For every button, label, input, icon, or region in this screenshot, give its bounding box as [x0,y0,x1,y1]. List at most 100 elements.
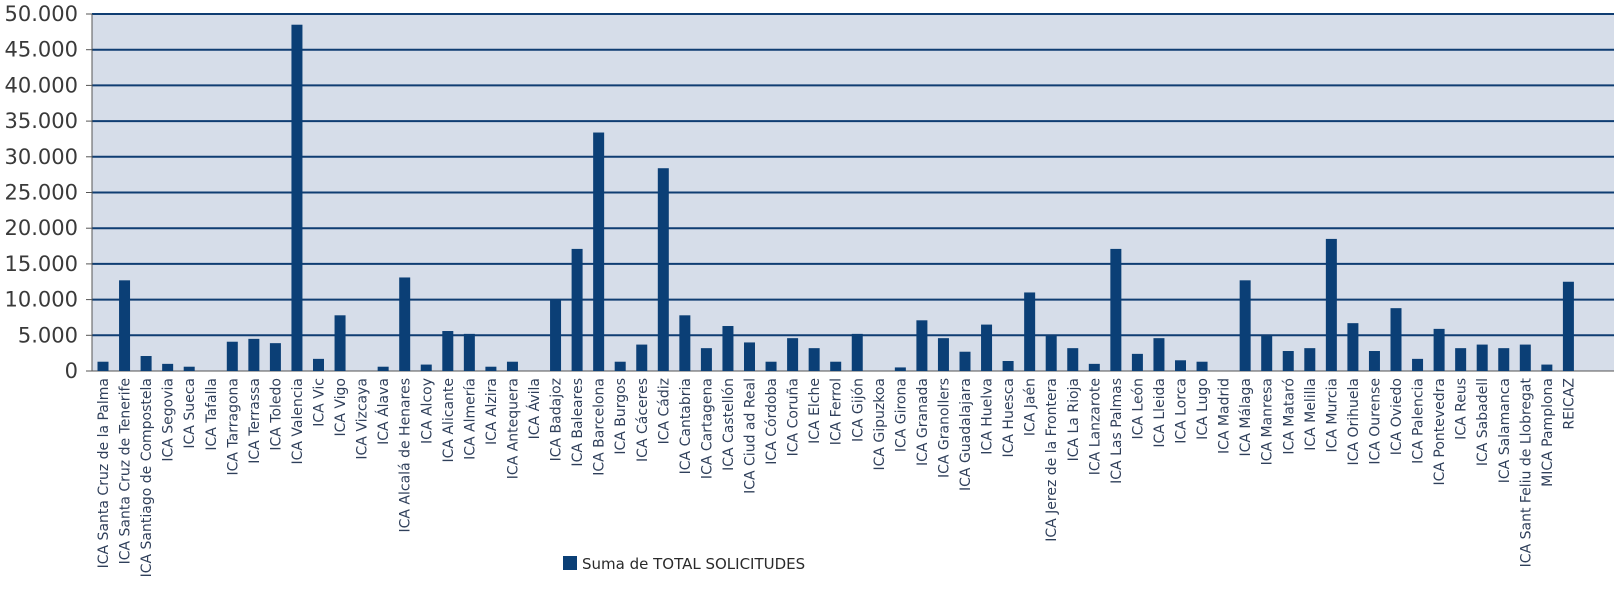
y-tick-label: 20.000 [5,216,78,240]
bar [808,348,820,371]
x-tick-label: ICA Granollers [936,378,952,478]
bar [1304,348,1316,371]
bar [420,364,432,371]
x-tick-label: ICA Palencia [1411,378,1427,464]
bar [1476,344,1488,371]
bar [679,315,691,371]
x-tick-label: ICA Castellón [721,378,737,471]
x-tick-label: ICA Vic [312,378,328,427]
x-tick-label: ICA Cartagena [699,378,715,479]
bar [894,367,906,371]
x-tick-label: ICA Pontevedra [1432,378,1448,486]
x-tick-label: ICA Valencia [290,378,306,465]
bar [1455,348,1467,371]
bar [1325,238,1337,371]
bar [463,333,475,371]
x-tick-label: ICA Cáceres [635,378,651,462]
x-tick-label: ICA Antequera [505,378,521,479]
bar [1024,292,1036,371]
bar [1368,351,1380,371]
legend-label: Suma de TOTAL SOLICITUDES [582,555,805,573]
bar [722,326,734,371]
x-tick-label: ICA Mataró [1281,378,1297,455]
bar [334,315,346,371]
bar [162,363,174,371]
bar [1002,361,1014,371]
x-tick-label: ICA Vigo [333,378,349,437]
bar [657,168,669,371]
x-tick-label: ICA Ciud ad Real [743,378,759,494]
bar [291,24,303,372]
x-tick-label: ICA Baleares [570,378,586,467]
x-tick-label: ICA Alzira [484,378,500,445]
x-tick-label: ICA Cádiz [656,378,672,444]
x-tick-label: ICA Oviedo [1389,378,1405,455]
x-tick-label: ICA Badajoz [549,378,565,461]
x-tick-label: ICA Vizcaya [355,378,371,460]
x-tick-label: ICA Jerez de la Frontera [1044,378,1060,542]
bar [399,277,411,371]
x-tick-label: ICA Gipuzkoa [872,378,888,471]
x-tick-label: ICA Santiago de Compostela [139,378,155,577]
bar [442,331,454,371]
bar [1067,348,1079,371]
x-tick-label: ICA Murcia [1324,378,1340,453]
x-tick-label: ICA Las Palmas [1109,378,1125,484]
bar [1261,336,1273,371]
x-tick-label: ICA La Rioja [1066,378,1082,461]
bar [1412,358,1424,371]
x-tick-label: ICA Huesca [1001,378,1017,458]
bar [97,361,109,371]
x-tick-label: ICA Huelva [980,378,996,455]
x-tick-label: ICA Sabadell [1475,378,1491,466]
x-tick-label: ICA Santa Cruz de Tenerife [118,378,134,564]
x-tick-label: ICA Gijón [850,378,866,442]
bar [485,366,497,371]
bar [1175,360,1186,371]
x-tick-label: ICA Elche [807,378,823,444]
bar [614,361,626,371]
bar [1433,328,1445,371]
bar [1196,361,1208,371]
bar [506,361,518,371]
y-tick-label: 15.000 [5,252,78,276]
x-tick-label: ICA Sant Feliu de Llobregat [1518,377,1534,567]
y-tick-label: 10.000 [5,288,78,312]
x-tick-label: ICA Cantabria [678,378,694,474]
bar [1282,351,1294,371]
bar [1239,280,1251,371]
bar [636,344,648,371]
x-tick-label: ICA Madrid [1217,378,1233,454]
bar [377,366,389,371]
bar [937,338,949,371]
bar [981,324,993,371]
x-tick-label: ICA Lleida [1152,378,1168,448]
x-tick-label: REICAZ [1561,378,1577,430]
bar [593,132,605,371]
bar [1519,344,1531,371]
bar [571,248,583,371]
x-tick-label: ICA Reus [1454,378,1470,440]
y-tick-label: 0 [65,359,78,383]
x-tick-label: ICA Guadalajara [958,378,974,491]
bar [248,338,260,371]
bar [851,333,863,371]
x-tick-label: ICA Lugo [1195,378,1211,440]
x-tick-label: ICA Alcalá de Henares [398,378,414,533]
y-tick-label: 5.000 [18,323,78,347]
bar [1131,353,1143,371]
x-tick-label: ICA Granada [915,378,931,466]
x-tick-label: ICA Orihuela [1346,378,1362,465]
bar [830,361,842,371]
y-tick-label: 35.000 [5,109,78,133]
bar [744,342,755,371]
bar [1153,338,1165,371]
x-tick-label: ICA Málaga [1238,378,1254,457]
bar [1347,323,1359,371]
bar [1390,308,1402,371]
x-tick-label: ICA Coruña [786,378,802,456]
bar [1562,281,1574,371]
x-tick-label: ICA Ávila [526,378,543,439]
legend-swatch [563,556,577,570]
bar [765,361,777,371]
